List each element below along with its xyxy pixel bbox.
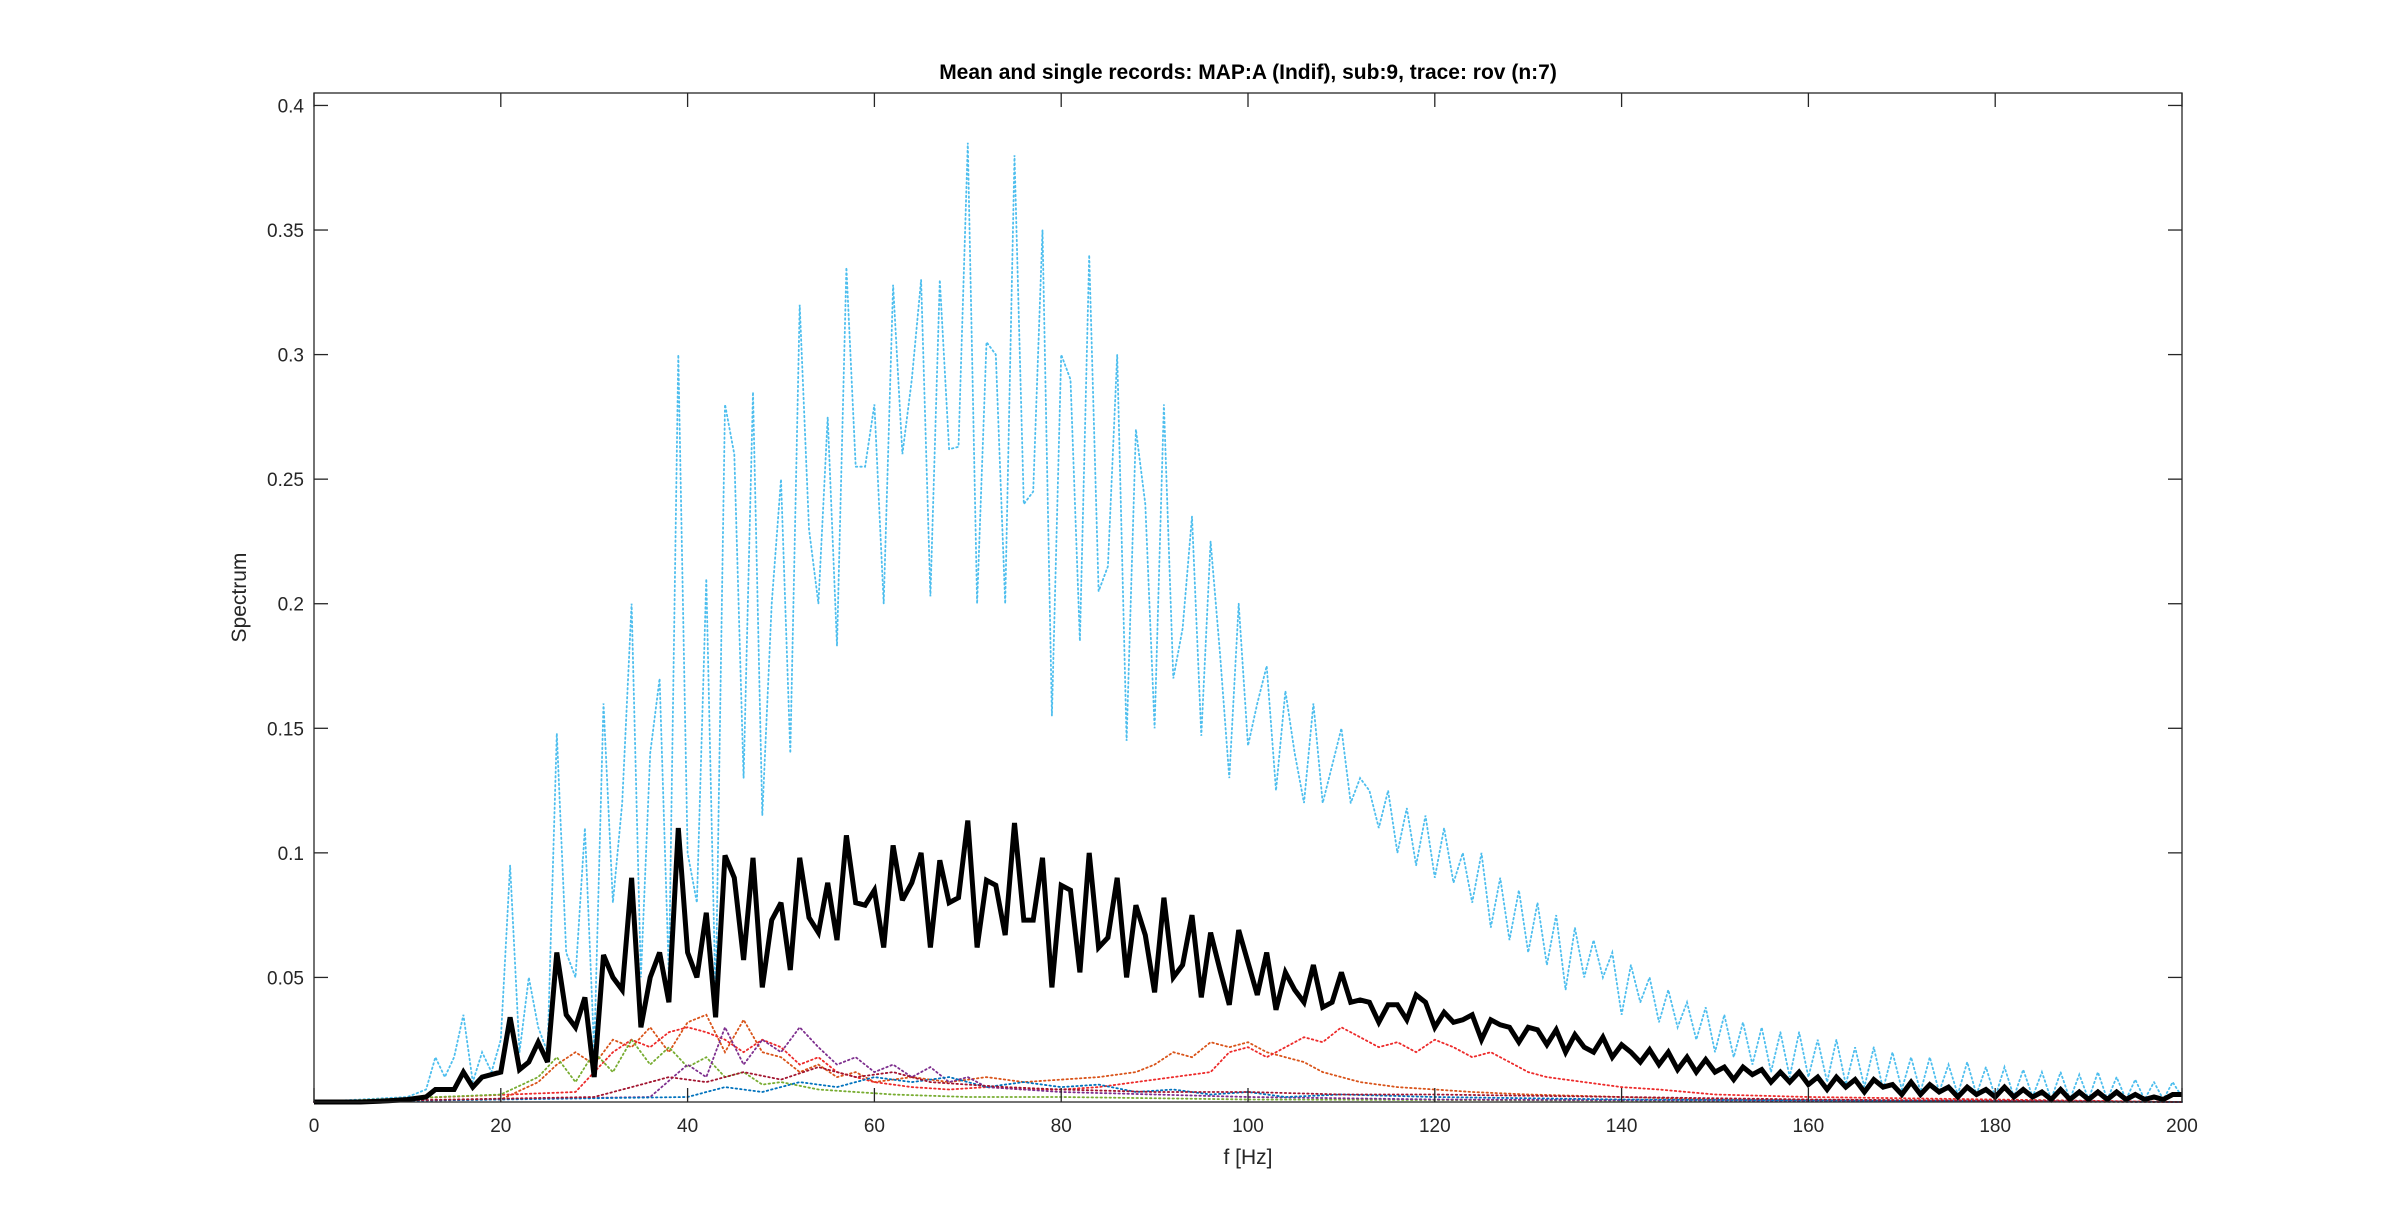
ticks-layer: 0 20 40 60 80 100 120 140 160 180 200 0.05 0.1 0.15 0.… (267, 93, 2198, 1137)
y-tick-label: 0.2 (278, 595, 304, 616)
y-tick-label: 0.05 (267, 968, 304, 989)
y-tick-label: 0.3 (278, 346, 304, 367)
single-record-line-1 (313, 142, 2183, 1103)
single-record-line-7 (313, 1066, 2183, 1103)
y-tick-label: 0.25 (267, 470, 304, 491)
mean-record-line (314, 820, 2182, 1105)
x-tick-label: 180 (1979, 1116, 2011, 1137)
x-tick-label: 80 (1051, 1116, 1072, 1137)
x-tick-label: 120 (1419, 1116, 1451, 1137)
single-record-line-3 (313, 1026, 2183, 1103)
x-tick-label: 200 (2166, 1116, 2198, 1137)
x-tick-label: 20 (490, 1116, 511, 1137)
x-tick-label: 140 (1606, 1116, 1638, 1137)
x-tick-label: 100 (1232, 1116, 1264, 1137)
y-tick-label: 0.35 (267, 221, 304, 242)
x-tick-label: 0 (309, 1116, 320, 1137)
single-record-line-2 (313, 1013, 2183, 1103)
x-axis-label: f [Hz] (1223, 1146, 1272, 1169)
single-record-line-6 (313, 1076, 2183, 1103)
x-tick-label: 40 (677, 1116, 698, 1137)
y-tick-label: 0.1 (278, 844, 304, 865)
x-tick-label: 160 (1793, 1116, 1825, 1137)
y-axis-label: Spectrum (228, 553, 251, 643)
chart-title: Mean and single records: MAP:A (Indif), … (939, 61, 1557, 84)
y-tick-label: 0.4 (278, 96, 305, 117)
x-tick-label: 60 (864, 1116, 885, 1137)
single-record-line-4 (313, 1038, 2183, 1103)
mean-record-layer (314, 820, 2182, 1105)
y-tick-label: 0.15 (267, 719, 304, 740)
axes-background (314, 93, 2182, 1102)
